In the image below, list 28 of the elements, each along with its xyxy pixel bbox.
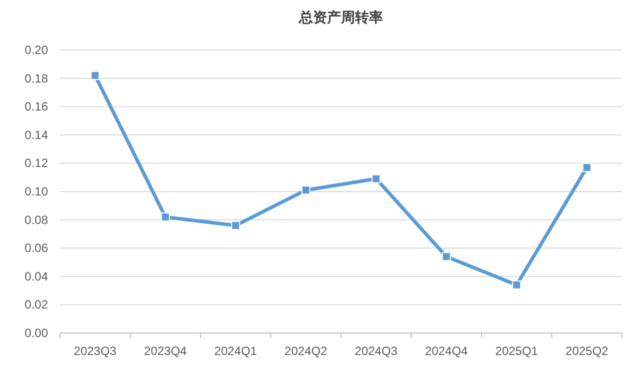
x-tick-label: 2025Q2 [566, 344, 609, 358]
x-tick-label: 2024Q2 [284, 344, 328, 358]
point [372, 174, 381, 184]
x-tick-label: 2023Q4 [144, 344, 188, 358]
x-tick-label: 2024Q4 [425, 344, 468, 358]
y-tick-label: 0.16 [24, 100, 48, 114]
point [231, 220, 240, 230]
point [301, 186, 310, 195]
chart-title: 总资产周转率 [298, 9, 383, 25]
y-tick-label: 0.20 [24, 43, 48, 57]
y-tick-label: 0.04 [24, 269, 48, 284]
y-tick-label: 0.00 [24, 326, 48, 340]
y-tick-label: 0.08 [24, 212, 48, 227]
x-tick-label: 2024Q1 [214, 344, 258, 358]
y-tick-label: 0.14 [24, 128, 48, 142]
y-tick-label: 0.10 [24, 184, 48, 198]
point [90, 70, 100, 80]
point [582, 162, 592, 172]
x-tick-label: 2024Q3 [354, 344, 398, 358]
point [512, 280, 522, 290]
y-tick-label: 0.12 [24, 156, 48, 170]
y-tick-label: 0.02 [24, 298, 48, 312]
x-tick-label: 2023Q3 [74, 344, 117, 358]
y-tick-label: 0.06 [24, 241, 48, 256]
y-tick-label: 0.18 [24, 71, 48, 86]
point [160, 212, 170, 222]
x-tick-label: 2025Q1 [495, 344, 538, 358]
point [442, 252, 451, 262]
